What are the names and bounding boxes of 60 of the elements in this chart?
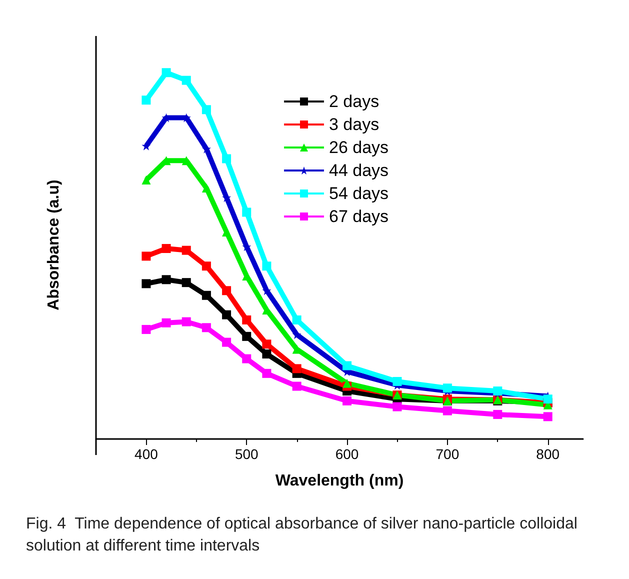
point [142, 175, 151, 184]
point [162, 275, 171, 284]
point [142, 279, 151, 288]
point [292, 315, 302, 324]
point [262, 340, 272, 349]
legend-label: 67 days [329, 207, 389, 226]
point [262, 368, 272, 378]
point [222, 154, 232, 164]
point [182, 278, 191, 288]
point [142, 252, 151, 261]
point [543, 394, 552, 404]
legend-label: 54 days [329, 184, 389, 203]
point [543, 412, 552, 422]
x-tick-label: 800 [536, 446, 560, 462]
y-axis-title: Absorbance (a.u) [46, 180, 62, 310]
point [222, 338, 232, 347]
legend-label: 3 days [329, 115, 380, 134]
point [242, 315, 252, 324]
point [182, 246, 191, 255]
point [242, 208, 252, 217]
point [142, 141, 151, 150]
point [493, 410, 502, 419]
point [292, 382, 302, 391]
point [162, 68, 171, 78]
x-tick-label: 700 [436, 446, 460, 462]
x-axis-title: Wavelength (nm) [275, 472, 404, 490]
point [342, 378, 352, 388]
point [242, 354, 252, 364]
x-tick-label: 400 [134, 446, 158, 462]
point [182, 76, 191, 85]
point [202, 323, 211, 332]
point [202, 290, 211, 300]
point [292, 364, 302, 374]
point [142, 96, 151, 105]
point [202, 184, 211, 193]
point [142, 324, 151, 334]
point [442, 406, 452, 416]
point [442, 384, 452, 393]
x-tick-label: 500 [234, 446, 259, 462]
point [162, 318, 171, 328]
legend-label: 44 days [329, 161, 389, 180]
legend-label: 2 days [329, 92, 380, 111]
point [342, 396, 352, 406]
point [392, 402, 402, 412]
point [222, 286, 232, 296]
x-tick-label: 600 [335, 446, 359, 462]
point [202, 144, 211, 154]
point [292, 330, 302, 340]
point [342, 361, 352, 370]
point [202, 105, 211, 114]
point [242, 332, 252, 341]
point [392, 376, 402, 386]
point [162, 244, 171, 253]
legend-label: 26 days [329, 138, 389, 157]
point [262, 350, 272, 359]
caption: Fig. 4 Time dependence of optical absorbance of silver nano-particle colloidal solution at different time intervals [26, 516, 582, 554]
point [262, 262, 272, 271]
point [202, 262, 211, 271]
point [182, 317, 191, 326]
point [222, 310, 232, 320]
